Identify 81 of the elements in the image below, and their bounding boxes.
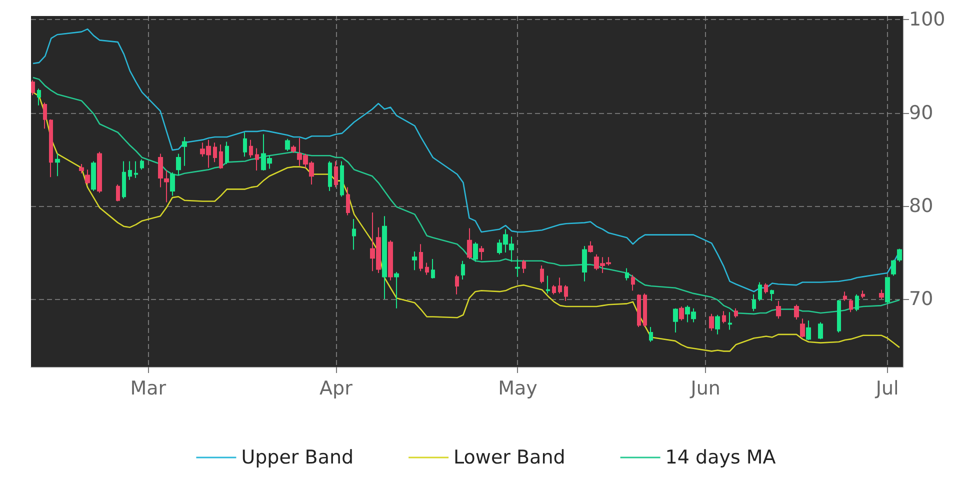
candlestick <box>412 251 417 271</box>
candlestick <box>837 299 841 334</box>
candlestick <box>249 139 253 158</box>
candlestick <box>715 314 720 335</box>
candlestick <box>855 294 859 312</box>
candlestick <box>752 294 756 312</box>
candlestick <box>352 218 356 250</box>
y-tick-label: 70 <box>909 288 934 310</box>
candlestick <box>558 277 562 294</box>
candlestick <box>219 144 223 170</box>
candlestick <box>255 148 259 172</box>
candlestick <box>728 312 732 330</box>
candlestick <box>891 259 896 276</box>
candlestick <box>328 160 332 192</box>
candlestick <box>552 284 556 295</box>
candlestick <box>243 132 247 158</box>
candlestick <box>849 298 853 313</box>
candlestick <box>546 275 550 294</box>
candlestick <box>340 160 344 198</box>
candlestick <box>879 289 884 300</box>
x-tick-label: Jul <box>874 378 899 400</box>
candlestick <box>679 306 684 321</box>
y-tick-label: 100 <box>909 8 946 31</box>
candlestick <box>564 284 568 302</box>
candlestick <box>734 308 738 318</box>
legend-label: 14 days MA <box>665 446 776 468</box>
candlestick <box>164 170 169 203</box>
candlestick <box>588 240 593 253</box>
candlestick <box>467 228 472 260</box>
candlestick <box>643 292 647 328</box>
legend-label: Lower Band <box>454 446 566 468</box>
candlestick <box>425 262 429 276</box>
candlestick <box>722 310 726 324</box>
candlestick <box>176 153 181 176</box>
candlestick <box>764 282 768 294</box>
candlestick <box>806 320 811 340</box>
candlestick <box>515 258 520 278</box>
candlestick <box>285 138 290 152</box>
candlestick <box>709 313 714 332</box>
candlestick <box>885 277 890 304</box>
candlestick <box>758 282 762 302</box>
candlestick <box>334 160 338 188</box>
candlestick <box>861 290 865 299</box>
candlestick <box>419 244 423 272</box>
candlestick <box>158 153 163 188</box>
candlestick <box>897 248 902 262</box>
candlestick <box>794 304 799 320</box>
candlestick <box>582 245 587 282</box>
candlestick <box>540 265 544 284</box>
candlestick <box>213 142 217 163</box>
candlestick <box>225 141 229 165</box>
candlestick <box>843 291 847 302</box>
legend-label: Upper Band <box>241 446 354 468</box>
x-tick-label: May <box>498 378 538 400</box>
y-tick-label: 80 <box>909 194 934 217</box>
candlestick <box>382 216 387 300</box>
candlestick <box>522 259 526 274</box>
candlestick <box>170 172 175 196</box>
candlestick <box>346 186 350 216</box>
candlestick <box>631 274 635 292</box>
candlestick <box>673 308 678 334</box>
candlestick <box>625 268 629 281</box>
candlestick <box>394 272 399 309</box>
candlestick <box>776 300 781 320</box>
candlestick <box>461 260 465 280</box>
candlestick <box>182 136 187 166</box>
candlestick <box>388 240 393 281</box>
candlestick <box>770 289 774 302</box>
candlestick <box>479 245 484 260</box>
candlestick <box>431 258 435 280</box>
candlestick <box>473 242 478 262</box>
x-tick-label: Mar <box>130 378 166 400</box>
candlestick <box>649 326 653 342</box>
candlestick <box>818 322 823 340</box>
candlestick <box>637 294 641 328</box>
candlestick <box>800 318 805 338</box>
x-tick-label: Apr <box>320 378 353 400</box>
x-tick-label: Jun <box>690 378 720 400</box>
candlestick <box>455 274 459 295</box>
y-tick-label: 90 <box>909 102 934 124</box>
candlestick <box>291 144 296 154</box>
